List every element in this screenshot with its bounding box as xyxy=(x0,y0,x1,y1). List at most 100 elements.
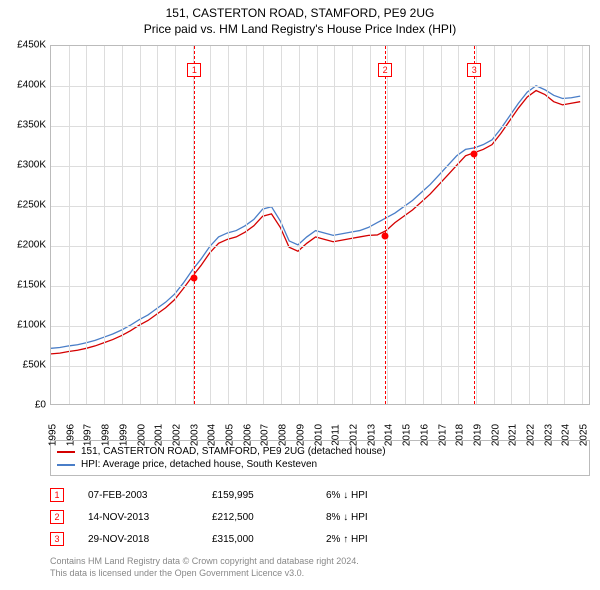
sale-hpi-diff: 6% ↓ HPI xyxy=(326,490,368,501)
gridline-vertical xyxy=(511,46,512,404)
legend-label: 151, CASTERTON ROAD, STAMFORD, PE9 2UG (… xyxy=(81,446,386,457)
sale-date: 29-NOV-2018 xyxy=(88,534,188,545)
x-axis-label: 2014 xyxy=(384,424,395,446)
x-axis-label: 2005 xyxy=(225,424,236,446)
gridline-vertical xyxy=(246,46,247,404)
sale-index-box: 1 xyxy=(50,488,64,502)
legend-item: HPI: Average price, detached house, Sout… xyxy=(57,458,583,471)
sale-row: 3 29-NOV-2018 £315,000 2% ↑ HPI xyxy=(50,528,590,550)
gridline-vertical xyxy=(140,46,141,404)
gridline-vertical xyxy=(582,46,583,404)
y-axis-label: £300K xyxy=(2,160,46,171)
gridline-horizontal xyxy=(51,246,589,247)
x-axis-label: 1997 xyxy=(83,424,94,446)
sale-price: £212,500 xyxy=(212,512,302,523)
x-axis-label: 2000 xyxy=(136,424,147,446)
chart-plot-area: 1 2 3 xyxy=(50,45,590,405)
gridline-vertical xyxy=(157,46,158,404)
gridline-vertical xyxy=(228,46,229,404)
gridline-vertical xyxy=(122,46,123,404)
sale-row: 2 14-NOV-2013 £212,500 8% ↓ HPI xyxy=(50,506,590,528)
gridline-horizontal xyxy=(51,206,589,207)
sale-date: 07-FEB-2003 xyxy=(88,490,188,501)
legend-swatch xyxy=(57,464,75,466)
x-axis-label: 2012 xyxy=(348,424,359,446)
gridline-vertical xyxy=(317,46,318,404)
sale-marker-line xyxy=(385,46,386,404)
x-axis-label: 2010 xyxy=(313,424,324,446)
gridline-vertical xyxy=(547,46,548,404)
gridline-vertical xyxy=(441,46,442,404)
gridline-vertical xyxy=(387,46,388,404)
sale-marker-label: 2 xyxy=(378,63,392,77)
gridline-vertical xyxy=(405,46,406,404)
y-axis-label: £200K xyxy=(2,240,46,251)
x-axis-label: 1998 xyxy=(101,424,112,446)
y-axis-label: £400K xyxy=(2,80,46,91)
legend-swatch xyxy=(57,451,75,453)
y-axis-label: £0 xyxy=(2,400,46,411)
gridline-vertical xyxy=(281,46,282,404)
gridline-vertical xyxy=(458,46,459,404)
sale-marker-line xyxy=(474,46,475,404)
y-axis-label: £450K xyxy=(2,40,46,51)
sale-hpi-diff: 8% ↓ HPI xyxy=(326,512,368,523)
gridline-vertical xyxy=(352,46,353,404)
y-axis-label: £100K xyxy=(2,320,46,331)
gridline-vertical xyxy=(175,46,176,404)
x-axis-label: 2025 xyxy=(579,424,590,446)
sale-date: 14-NOV-2013 xyxy=(88,512,188,523)
x-axis-label: 2024 xyxy=(561,424,572,446)
gridline-horizontal xyxy=(51,86,589,87)
x-axis-label: 2002 xyxy=(171,424,182,446)
chart-svg xyxy=(51,46,589,404)
x-axis-label: 2011 xyxy=(331,424,342,446)
sale-index-box: 3 xyxy=(50,532,64,546)
sale-data-point xyxy=(191,275,198,282)
gridline-vertical xyxy=(423,46,424,404)
sale-marker-label: 3 xyxy=(467,63,481,77)
x-axis-label: 2020 xyxy=(490,424,501,446)
gridline-vertical xyxy=(370,46,371,404)
sale-index-box: 2 xyxy=(50,510,64,524)
x-axis-label: 2006 xyxy=(242,424,253,446)
chart-title-subtitle: Price paid vs. HM Land Registry's House … xyxy=(0,20,600,40)
legend-label: HPI: Average price, detached house, Sout… xyxy=(81,459,317,470)
x-axis-label: 1995 xyxy=(48,424,59,446)
footer-line-1: Contains HM Land Registry data © Crown c… xyxy=(50,556,359,568)
gridline-vertical xyxy=(263,46,264,404)
x-axis-label: 2004 xyxy=(207,424,218,446)
x-axis-label: 2021 xyxy=(508,424,519,446)
sale-price: £159,995 xyxy=(212,490,302,501)
x-axis-label: 2003 xyxy=(189,424,200,446)
gridline-horizontal xyxy=(51,126,589,127)
x-axis-label: 2017 xyxy=(437,424,448,446)
gridline-vertical xyxy=(334,46,335,404)
sale-hpi-diff: 2% ↑ HPI xyxy=(326,534,368,545)
gridline-horizontal xyxy=(51,326,589,327)
sale-price: £315,000 xyxy=(212,534,302,545)
attribution-footer: Contains HM Land Registry data © Crown c… xyxy=(50,556,359,579)
x-axis-label: 2016 xyxy=(419,424,430,446)
x-axis-label: 2015 xyxy=(402,424,413,446)
y-axis-label: £350K xyxy=(2,120,46,131)
sale-data-point xyxy=(382,233,389,240)
sale-marker-line xyxy=(194,46,195,404)
x-axis-label: 2022 xyxy=(526,424,537,446)
gridline-vertical xyxy=(529,46,530,404)
gridline-vertical xyxy=(494,46,495,404)
sale-data-point xyxy=(471,151,478,158)
y-axis-label: £150K xyxy=(2,280,46,291)
gridline-vertical xyxy=(299,46,300,404)
x-axis-label: 2023 xyxy=(543,424,554,446)
x-axis-label: 2009 xyxy=(295,424,306,446)
gridline-vertical xyxy=(564,46,565,404)
x-axis-label: 1999 xyxy=(118,424,129,446)
x-axis-label: 2019 xyxy=(472,424,483,446)
gridline-vertical xyxy=(69,46,70,404)
gridline-vertical xyxy=(210,46,211,404)
x-axis-label: 2007 xyxy=(260,424,271,446)
y-axis-label: £50K xyxy=(2,360,46,371)
sale-marker-label: 1 xyxy=(187,63,201,77)
chart-title-address: 151, CASTERTON ROAD, STAMFORD, PE9 2UG xyxy=(0,0,600,20)
